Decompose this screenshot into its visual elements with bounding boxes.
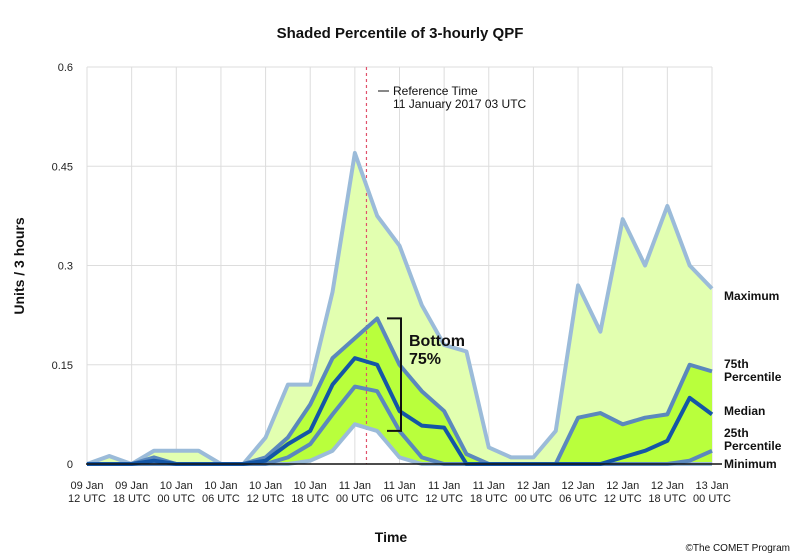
percentile-fills <box>87 153 712 464</box>
reference-time-date: 11 January 2017 03 UTC <box>393 97 527 111</box>
series-line-maximum <box>86 151 714 466</box>
bottom-75-bracket <box>387 317 402 432</box>
x-tick-label-hour: 12 UTC <box>247 493 285 505</box>
inner-band-fill <box>87 318 712 464</box>
chart-title: Shaded Percentile of 3-hourly QPF <box>277 25 524 42</box>
outer-band-fill <box>87 153 712 464</box>
reference-time-label: Reference Time <box>393 84 478 98</box>
x-tick-label-hour: 18 UTC <box>648 493 686 505</box>
label-75th-line1: 75th <box>724 357 749 371</box>
x-tick-label-day: 10 Jan <box>294 480 327 492</box>
x-tick-label-hour: 00 UTC <box>693 493 731 505</box>
x-tick-label-hour: 06 UTC <box>559 493 597 505</box>
x-tick-label-day: 11 Jan <box>473 480 505 492</box>
y-tick-label: 0.3 <box>58 261 73 273</box>
x-tick-label-day: 12 Jan <box>562 480 595 492</box>
x-axis-label: Time <box>375 529 408 545</box>
x-tick-label-day: 12 Jan <box>651 480 684 492</box>
x-tick-label-day: 09 Jan <box>70 480 103 492</box>
x-tick-label-day: 11 Jan <box>428 480 460 492</box>
bracket-label-bottom: Bottom <box>409 333 465 350</box>
y-tick-label: 0.15 <box>52 360 73 372</box>
x-tick-label-hour: 18 UTC <box>291 493 329 505</box>
x-tick-label-day: 13 Jan <box>695 480 728 492</box>
x-tick-label-day: 12 Jan <box>606 480 639 492</box>
label-25th-line1: 25th <box>724 426 749 440</box>
x-tick-label-day: 10 Jan <box>160 480 193 492</box>
x-tick-label-day: 10 Jan <box>204 480 237 492</box>
x-tick-label-hour: 18 UTC <box>470 493 508 505</box>
label-median: Median <box>724 404 765 418</box>
x-tick-label-hour: 12 UTC <box>425 493 463 505</box>
y-tick-labels: 0 0.15 0.3 0.45 0.6 <box>52 62 73 471</box>
x-tick-label-day: 10 Jan <box>249 480 282 492</box>
label-maximum: Maximum <box>724 289 779 303</box>
label-25th-line2: Percentile <box>724 439 782 453</box>
y-tick-label: 0 <box>67 459 73 471</box>
label-75th-line2: Percentile <box>724 370 782 384</box>
x-tick-label-hour: 06 UTC <box>202 493 240 505</box>
label-minimum: Minimum <box>724 457 777 471</box>
y-tick-label: 0.45 <box>52 161 73 173</box>
x-tick-label-hour: 00 UTC <box>514 493 552 505</box>
bracket-label-75pct: 75% <box>409 351 441 368</box>
y-axis-label: Units / 3 hours <box>11 217 27 314</box>
x-tick-label-hour: 18 UTC <box>113 493 151 505</box>
x-tick-label-hour: 00 UTC <box>336 493 374 505</box>
x-tick-label-day: 12 Jan <box>517 480 550 492</box>
x-tick-label-day: 11 Jan <box>339 480 371 492</box>
x-tick-label-day: 11 Jan <box>383 480 415 492</box>
x-tick-label-hour: 12 UTC <box>604 493 642 505</box>
y-tick-label: 0.6 <box>58 62 73 74</box>
credit: ©The COMET Program <box>686 543 790 554</box>
x-tick-label-hour: 12 UTC <box>68 493 106 505</box>
x-tick-label-hour: 00 UTC <box>157 493 195 505</box>
x-tick-label-hour: 06 UTC <box>381 493 419 505</box>
x-tick-label-day: 09 Jan <box>115 480 148 492</box>
